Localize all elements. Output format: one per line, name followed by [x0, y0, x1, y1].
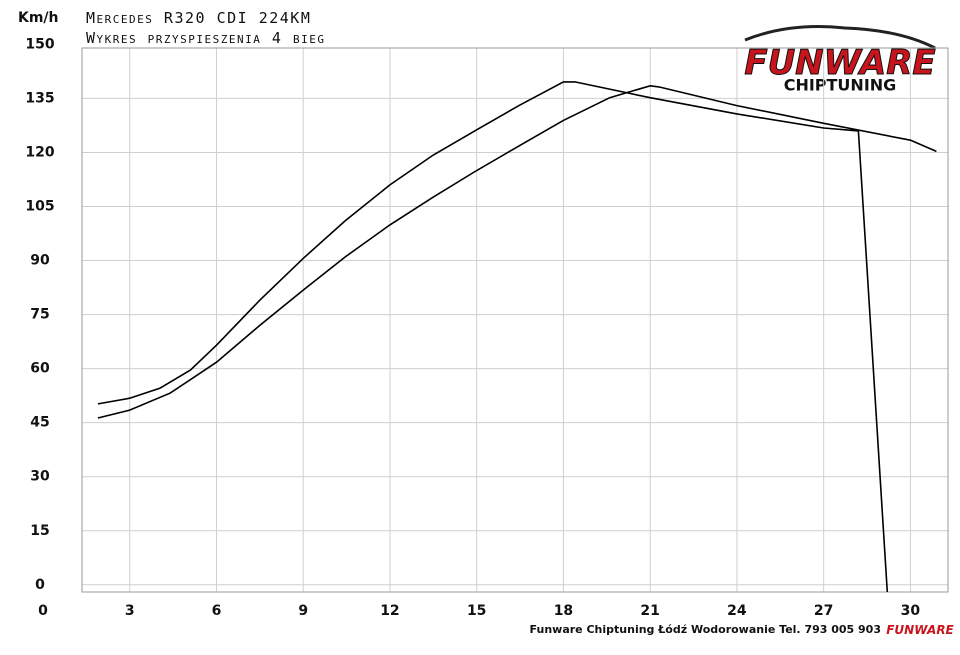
logo-brand: FUNWARE [744, 43, 935, 83]
y-tick-label: 45 [30, 415, 49, 431]
logo-tagline: CHIPTUNING [784, 76, 897, 95]
chart-subtitle: Wykres przyspieszenia 4 bieg [86, 29, 325, 47]
x-tick-label: 15 [467, 603, 486, 619]
y-tick-label: 0 [35, 577, 45, 593]
x-tick-label: 9 [298, 603, 308, 619]
y-tick-label: 75 [30, 307, 49, 323]
y-axis-label: Km/h [18, 10, 59, 26]
footer-logo: FUNWARE [886, 623, 954, 637]
chart-title: Mercedes R320 CDI 224KM [86, 9, 311, 27]
y-tick-label: 90 [30, 253, 50, 269]
logo-swoosh [744, 25, 936, 50]
series-line [97, 81, 889, 593]
y-tick-label: 60 [30, 361, 50, 377]
x-tick-label: 0 [38, 603, 48, 619]
y-tick-label: 150 [25, 36, 54, 52]
x-tick-label: 12 [380, 603, 399, 619]
y-tick-label: 15 [30, 523, 49, 539]
x-tick-label: 6 [212, 603, 222, 619]
y-tick-label: 30 [30, 469, 50, 485]
y-tick-label: 135 [25, 90, 54, 106]
x-tick-label: 3 [125, 603, 135, 619]
x-tick-label: 27 [814, 603, 833, 619]
x-tick-label: 18 [554, 603, 573, 619]
y-tick-label: 120 [25, 144, 54, 160]
x-tick-label: 30 [901, 603, 921, 619]
plot-frame [81, 47, 949, 593]
series-line [97, 84, 937, 419]
y-tick-label: 105 [25, 199, 54, 215]
x-tick-label: 24 [727, 603, 747, 619]
x-tick-label: 21 [640, 603, 659, 619]
footer: Funware Chiptuning Łódź Wodorowanie Tel.… [530, 623, 881, 636]
